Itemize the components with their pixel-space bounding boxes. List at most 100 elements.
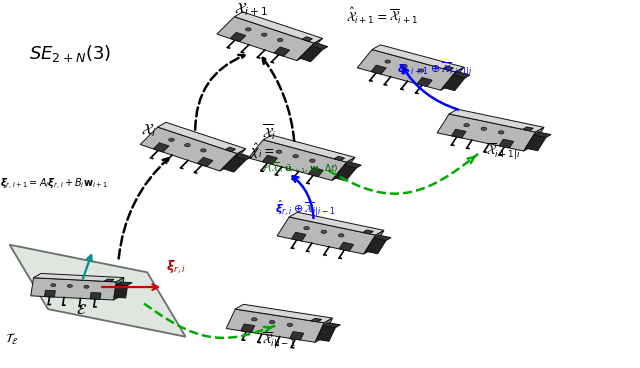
Circle shape: [293, 155, 298, 158]
Polygon shape: [372, 45, 464, 72]
Polygon shape: [140, 127, 237, 171]
Polygon shape: [226, 309, 324, 342]
Circle shape: [185, 144, 190, 147]
Circle shape: [304, 227, 309, 230]
Circle shape: [385, 60, 390, 63]
Polygon shape: [31, 278, 116, 300]
Polygon shape: [223, 156, 246, 172]
Polygon shape: [371, 65, 386, 74]
Polygon shape: [311, 318, 322, 322]
Polygon shape: [525, 135, 546, 151]
Polygon shape: [443, 66, 454, 70]
Polygon shape: [220, 149, 246, 171]
Text: $\hat{\boldsymbol{\xi}}_{r,i} \oplus \overline{\mathcal{X}}_{i|i-1}$: $\hat{\boldsymbol{\xi}}_{r,i} \oplus \ov…: [275, 199, 336, 219]
Polygon shape: [364, 230, 384, 254]
Text: $\boldsymbol{\xi}_{r,i}$: $\boldsymbol{\xi}_{r,i}$: [166, 258, 186, 276]
Polygon shape: [443, 75, 465, 91]
Circle shape: [277, 38, 283, 42]
Polygon shape: [114, 277, 124, 300]
Polygon shape: [230, 32, 246, 42]
Polygon shape: [263, 135, 355, 162]
Polygon shape: [274, 47, 290, 56]
Text: $\overline{\mathcal{X}}_{i+1|i}$: $\overline{\mathcal{X}}_{i+1|i}$: [486, 142, 521, 163]
Circle shape: [464, 124, 469, 127]
Polygon shape: [10, 245, 186, 337]
Polygon shape: [323, 323, 340, 328]
Polygon shape: [365, 238, 386, 254]
Polygon shape: [449, 109, 544, 132]
Polygon shape: [453, 72, 470, 78]
Text: $\hat{\mathcal{X}}_{i+1} = \overline{\mathcal{X}}_{i+1}$: $\hat{\mathcal{X}}_{i+1} = \overline{\ma…: [346, 6, 417, 26]
Polygon shape: [114, 284, 127, 298]
Text: $\hat{\chi}_i =$: $\hat{\chi}_i =$: [250, 142, 274, 162]
Polygon shape: [33, 273, 124, 282]
Circle shape: [246, 28, 251, 31]
Polygon shape: [524, 127, 544, 151]
Polygon shape: [225, 147, 236, 152]
Polygon shape: [334, 165, 356, 181]
Polygon shape: [417, 78, 432, 86]
Polygon shape: [44, 290, 56, 297]
Polygon shape: [363, 230, 373, 234]
Polygon shape: [90, 293, 101, 299]
Polygon shape: [104, 279, 114, 282]
Polygon shape: [116, 282, 132, 285]
Circle shape: [67, 284, 72, 287]
Polygon shape: [451, 129, 466, 138]
Polygon shape: [289, 212, 384, 235]
Polygon shape: [277, 217, 376, 254]
Circle shape: [339, 234, 344, 237]
Polygon shape: [339, 242, 354, 251]
Text: $\boldsymbol{\xi}_{r,i+1} = A_i\boldsymbol{\xi}_{r,i} + B_i\mathbf{w}_{i+1}$: $\boldsymbol{\xi}_{r,i+1} = A_i\boldsymb…: [0, 177, 108, 192]
Circle shape: [84, 285, 89, 288]
Polygon shape: [334, 156, 345, 160]
Polygon shape: [441, 67, 464, 90]
Polygon shape: [236, 304, 333, 323]
Circle shape: [287, 323, 292, 326]
Polygon shape: [154, 143, 169, 152]
Circle shape: [51, 284, 56, 287]
Polygon shape: [234, 12, 323, 43]
Polygon shape: [290, 332, 303, 340]
Polygon shape: [315, 318, 333, 342]
Polygon shape: [302, 37, 312, 41]
Circle shape: [252, 318, 257, 321]
Circle shape: [276, 150, 282, 153]
Polygon shape: [332, 158, 355, 180]
Circle shape: [321, 230, 326, 233]
Polygon shape: [357, 50, 456, 90]
Polygon shape: [157, 122, 246, 153]
Polygon shape: [217, 17, 314, 61]
Polygon shape: [248, 140, 347, 180]
Polygon shape: [241, 324, 255, 332]
Polygon shape: [291, 232, 306, 241]
Circle shape: [200, 149, 206, 152]
Text: $\mathcal{X}_i$: $\mathcal{X}_i$: [141, 121, 156, 139]
Polygon shape: [344, 162, 361, 168]
Polygon shape: [235, 153, 251, 160]
Text: $\boldsymbol{\xi}_{r,i+1} \oplus \overline{\mathcal{X}}_{i+1|i}$: $\boldsymbol{\xi}_{r,i+1} \oplus \overli…: [397, 61, 472, 79]
Circle shape: [402, 64, 407, 68]
Circle shape: [262, 33, 267, 36]
Circle shape: [310, 159, 315, 162]
Text: $\mathcal{X}_{i+1}$: $\mathcal{X}_{i+1}$: [234, 0, 268, 18]
Polygon shape: [297, 38, 323, 61]
Polygon shape: [523, 127, 533, 131]
Text: $\overline{\mathcal{X}}_{i|i-1}$: $\overline{\mathcal{X}}_{i|i-1}$: [262, 331, 296, 351]
Polygon shape: [308, 168, 323, 177]
Polygon shape: [374, 235, 391, 241]
Polygon shape: [300, 46, 323, 62]
Polygon shape: [437, 114, 536, 151]
Polygon shape: [197, 158, 213, 167]
Text: $SE_{2+N}(3)$: $SE_{2+N}(3)$: [29, 43, 111, 64]
Polygon shape: [317, 326, 335, 341]
Polygon shape: [499, 139, 514, 148]
Text: $\mathcal{E}$: $\mathcal{E}$: [76, 301, 86, 316]
Text: $\overline{\mathcal{X}}_i$: $\overline{\mathcal{X}}_i$: [262, 123, 276, 142]
Circle shape: [169, 138, 174, 141]
Text: $\mathcal{T}_{\mathcal{E}}$: $\mathcal{T}_{\mathcal{E}}$: [5, 332, 19, 347]
Polygon shape: [312, 43, 328, 49]
Polygon shape: [534, 132, 551, 138]
Circle shape: [499, 131, 504, 134]
Text: $\mathcal{F}(\overline{\mathcal{X}}_i, \bar{\mathbf{u}}_{i+1}, \mathbf{w}_i, \De: $\mathcal{F}(\overline{\mathcal{X}}_i, \…: [262, 160, 339, 175]
